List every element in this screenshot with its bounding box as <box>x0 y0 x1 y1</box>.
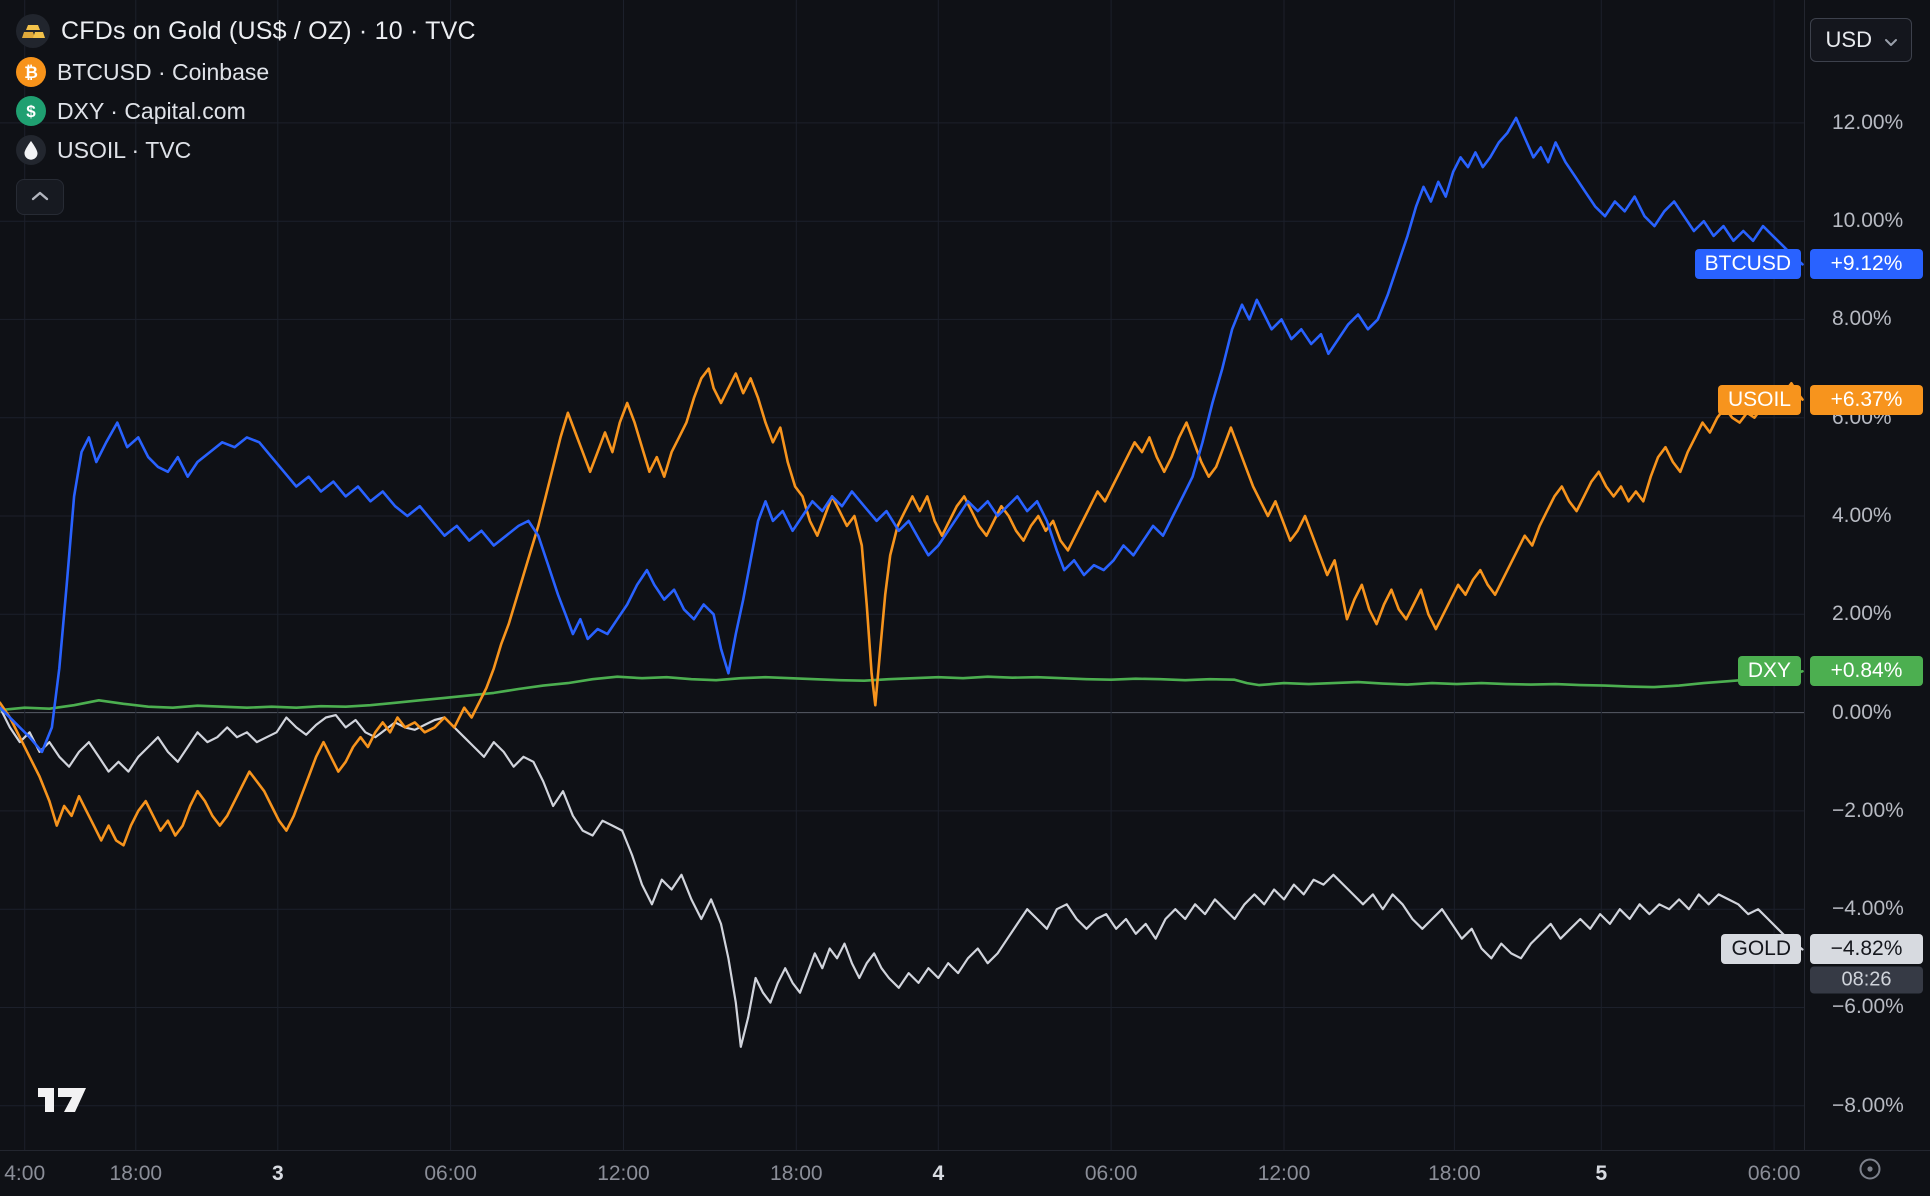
dollar-icon: $ <box>16 96 46 126</box>
time-scale-label: 18:00 <box>1428 1162 1481 1185</box>
price-scale-label: −8.00% <box>1832 1093 1904 1117</box>
svg-text:₿: ₿ <box>24 63 38 83</box>
legend-item-label: BTCUSD · Coinbase <box>57 58 270 85</box>
price-scale-label: 10.00% <box>1832 209 1904 233</box>
currency-dropdown[interactable]: USD <box>1809 18 1912 62</box>
time-scale-label: 06:00 <box>1747 1162 1801 1185</box>
currency-value: USD <box>1825 27 1872 52</box>
main-symbol-title: CFDs on Gold (US$ / OZ) · 10 · TVC <box>61 16 476 45</box>
time-scale[interactable]: 4:00 18:00 3 06:00 12:00 18:00 4 06:00 12:00 18:0… <box>0 1150 1930 1196</box>
price-scale-label: −4.00% <box>1832 897 1904 921</box>
time-scale-label: 18:00 <box>770 1162 823 1185</box>
time-scale-day-label: 4 <box>932 1162 945 1185</box>
price-scale-label: 2.00% <box>1832 602 1892 626</box>
chevron-down-icon <box>1884 27 1898 53</box>
legend-collapse-button[interactable] <box>16 179 64 215</box>
legend: CFDs on Gold (US$ / OZ) · 10 · TVC ₿ BTC… <box>16 14 476 215</box>
svg-text:$: $ <box>26 102 36 121</box>
legend-item-dxy[interactable]: $ DXY · Capital.com <box>16 96 476 126</box>
price-scale-label: 12.00% <box>1832 110 1904 134</box>
legend-item-usoil[interactable]: USOIL · TVC <box>16 135 476 165</box>
oil-drop-icon <box>16 135 46 165</box>
price-scale-label: 6.00% <box>1832 405 1892 429</box>
time-scale-label: 18:00 <box>109 1162 163 1185</box>
price-scale-label: 4.00% <box>1832 504 1892 528</box>
tradingview-logo[interactable] <box>38 1084 90 1119</box>
gold-bars-icon <box>16 14 50 48</box>
chevron-up-icon <box>31 188 49 206</box>
price-scale-label: −6.00% <box>1832 995 1904 1019</box>
bitcoin-icon: ₿ <box>16 57 46 87</box>
series-line-gold <box>0 706 1804 1048</box>
price-scale-label: 0.00% <box>1832 700 1892 724</box>
scale-settings-icon[interactable] <box>1856 1155 1884 1188</box>
time-scale-label: 06:00 <box>424 1162 477 1185</box>
price-scale[interactable]: 12.00% 10.00% 8.00% 6.00% 4.00% 2.00% 0.00% −2.… <box>1804 0 1930 1150</box>
time-scale-day-label: 3 <box>271 1162 284 1185</box>
series-line-btcusd <box>0 116 1804 754</box>
price-scale-label: −2.00% <box>1832 798 1904 822</box>
time-scale-label: 12:00 <box>1257 1162 1311 1185</box>
series-line-usoil <box>0 367 1804 847</box>
legend-item-label: DXY · Capital.com <box>57 97 246 124</box>
price-scale-label: 8.00% <box>1832 307 1892 331</box>
series-line-dxy <box>0 669 1804 712</box>
legend-main-symbol[interactable]: CFDs on Gold (US$ / OZ) · 10 · TVC <box>16 14 476 48</box>
time-scale-day-label: 5 <box>1595 1162 1608 1185</box>
time-scale-label: 12:00 <box>597 1162 650 1185</box>
time-scale-label: 4:00 <box>4 1162 46 1185</box>
time-scale-label: 06:00 <box>1084 1162 1138 1185</box>
legend-item-label: USOIL · TVC <box>57 136 192 163</box>
legend-item-btcusd[interactable]: ₿ BTCUSD · Coinbase <box>16 57 476 87</box>
